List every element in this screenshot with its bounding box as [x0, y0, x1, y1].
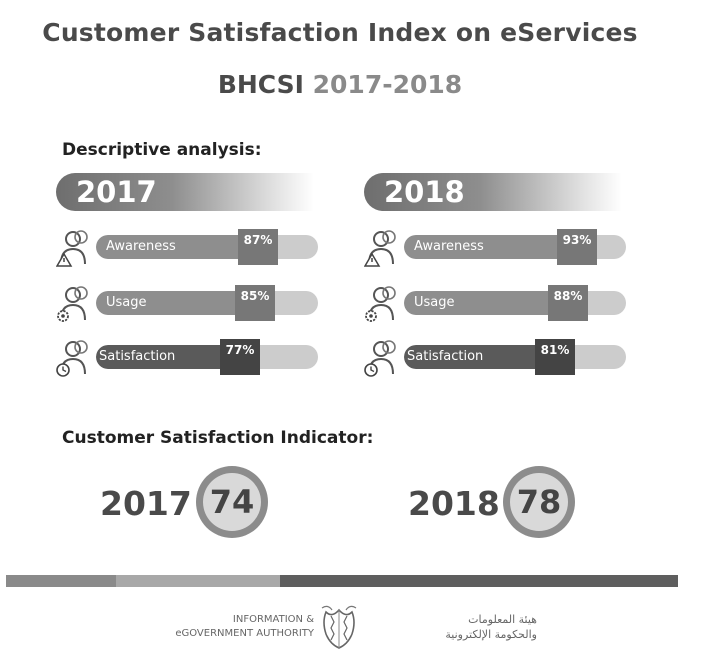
bar-value-label: 87%: [238, 229, 278, 265]
bar-fill-2017-satisfaction: [96, 345, 240, 369]
bar-value-label: 88%: [548, 285, 588, 321]
bar-row-2018-satisfaction: Satisfaction 81%: [364, 336, 630, 377]
subtitle-prefix: BHCSI: [217, 70, 304, 99]
footer-arabic-name: هيئة المعلومات والحكومة الإلكترونية: [365, 612, 537, 642]
bar-fill-2018-satisfaction: [404, 345, 555, 369]
page-subtitle: BHCSI 2017-2018: [0, 70, 680, 99]
bar-track: [404, 345, 626, 369]
csi-value-2018: 78: [510, 473, 568, 531]
page-title: Customer Satisfaction Index on eServices: [42, 18, 638, 47]
bar-label: Satisfaction: [99, 349, 176, 364]
bar-label: Awareness: [106, 239, 176, 254]
warning-user-icon: [56, 230, 88, 267]
bar-row-2017-usage: Usage 85%: [56, 282, 322, 322]
indicator-label: Customer Satisfaction Indicator:: [62, 428, 374, 448]
footer-en-line2: eGOVERNMENT AUTHORITY: [175, 628, 314, 639]
subtitle-years: 2017-2018: [312, 70, 463, 99]
bar-row-2018-awareness: Awareness 93%: [364, 226, 630, 267]
gear-user-icon: [365, 286, 396, 322]
bar-track: [96, 235, 318, 259]
bar-value-label: 81%: [535, 339, 575, 375]
footer-english-name: INFORMATION & eGOVERNMENT AUTHORITY: [148, 613, 314, 641]
bar-fill-2017-awareness: [96, 235, 258, 259]
gear-user-icon: [57, 286, 88, 322]
footer-ar-line2: والحكومة الإلكترونية: [445, 628, 537, 641]
year-pill-2017: 2017: [56, 173, 314, 211]
footer-en-line1: INFORMATION &: [232, 614, 314, 625]
warning-user-icon: [364, 230, 396, 267]
bar-row-2017-satisfaction: Satisfaction 77%: [56, 336, 322, 377]
bar-fill-2017-usage: [96, 291, 255, 315]
footer-divider: [6, 575, 678, 587]
bar-row-2018-usage: Usage 88%: [364, 282, 630, 322]
bar-row-2017-awareness: Awareness 87%: [56, 226, 322, 267]
bar-label: Awareness: [414, 239, 484, 254]
clock-user-icon: [56, 340, 88, 377]
emblem-icon: [321, 605, 357, 649]
bar-label: Satisfaction: [407, 349, 484, 364]
bar-value-label: 77%: [220, 339, 260, 375]
csi-year-2017: 2017: [100, 484, 192, 523]
bar-track: [404, 291, 626, 315]
csi-circle-2018: 78: [503, 466, 575, 538]
csi-value-2017: 74: [203, 473, 261, 531]
bar-fill-2018-usage: [404, 291, 568, 315]
clock-user-icon: [364, 340, 396, 377]
bar-fill-2018-awareness: [404, 235, 577, 259]
descriptive-analysis-label: Descriptive analysis:: [62, 140, 262, 160]
csi-year-2018: 2018: [408, 484, 500, 523]
bar-label: Usage: [414, 295, 455, 310]
bar-label: Usage: [106, 295, 147, 310]
bar-track: [96, 345, 318, 369]
csi-circle-2017: 74: [196, 466, 268, 538]
bar-track: [96, 291, 318, 315]
year-pill-2018: 2018: [364, 173, 622, 211]
bar-value-label: 93%: [557, 229, 597, 265]
bar-value-label: 85%: [235, 285, 275, 321]
footer-ar-line1: هيئة المعلومات: [468, 613, 537, 626]
